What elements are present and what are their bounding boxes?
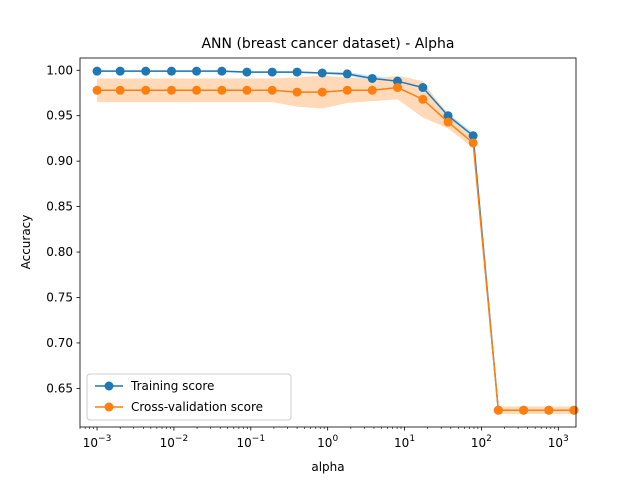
point-training: [92, 66, 102, 76]
point-training: [192, 66, 202, 76]
x-tick-label: 101: [394, 434, 415, 450]
y-tick-label: 0.80: [46, 245, 73, 259]
point-cv: [217, 85, 227, 95]
point-cv: [115, 85, 125, 95]
legend-box: [86, 373, 292, 421]
x-tick-label: 10−3: [83, 434, 112, 450]
y-tick-label: 0.70: [46, 336, 73, 350]
point-training: [292, 67, 302, 77]
point-cv: [267, 85, 277, 95]
x-tick-label: 10−2: [160, 434, 189, 450]
point-cv: [167, 85, 176, 95]
y-tick-label: 0.95: [46, 109, 73, 123]
point-training: [115, 66, 125, 76]
chart-title: ANN (breast cancer dataset) - Alpha: [201, 36, 454, 52]
y-tick-label: 1.00: [46, 63, 73, 77]
x-tick-label: 10−1: [237, 434, 266, 450]
point-training: [267, 67, 277, 77]
point-training: [242, 67, 252, 77]
plot-area: [92, 66, 579, 415]
point-cv: [367, 85, 377, 95]
x-tick-label: 103: [548, 434, 569, 450]
legend: Training score Cross-validation score: [86, 373, 292, 421]
legend-marker-cv: [104, 402, 114, 412]
point-training: [317, 68, 327, 78]
point-training: [342, 69, 352, 79]
point-training: [141, 66, 151, 76]
y-tick-label: 0.90: [46, 154, 73, 168]
point-cv: [519, 405, 529, 415]
legend-label-cv: Cross-validation score: [131, 400, 263, 414]
point-training: [443, 111, 453, 121]
legend-label-training: Training score: [130, 379, 214, 393]
point-cv: [192, 85, 202, 95]
point-cv: [141, 85, 151, 95]
point-cv: [493, 405, 503, 415]
point-cv: [342, 85, 352, 95]
point-cv: [393, 83, 403, 93]
point-cv: [443, 117, 453, 127]
point-cv: [292, 87, 302, 97]
y-tick-label: 0.65: [46, 381, 73, 395]
y-tick-label: 0.85: [46, 200, 73, 214]
legend-marker-training: [104, 381, 114, 391]
x-tick-label: 100: [317, 434, 338, 450]
x-tick-label: 102: [471, 434, 492, 450]
y-axis-label: Accuracy: [19, 215, 33, 270]
point-training: [468, 131, 478, 141]
point-training: [418, 83, 428, 93]
point-cv: [544, 405, 554, 415]
point-cv: [317, 87, 327, 97]
point-training: [367, 73, 377, 83]
point-training: [167, 66, 176, 76]
x-axis-label: alpha: [311, 460, 344, 474]
x-axis: 10−3 10−2 10−1 100 101 102 103: [79, 427, 569, 450]
point-training: [393, 76, 403, 86]
point-training: [217, 66, 227, 76]
point-cv: [468, 138, 478, 148]
point-cv: [569, 405, 579, 415]
point-cv: [242, 85, 252, 95]
point-cv: [418, 94, 428, 104]
point-cv: [92, 85, 102, 95]
y-tick-label: 0.75: [46, 290, 73, 304]
y-axis: 0.65 0.70 0.75 0.80 0.85 0.90 0.95 1.00: [46, 63, 80, 395]
